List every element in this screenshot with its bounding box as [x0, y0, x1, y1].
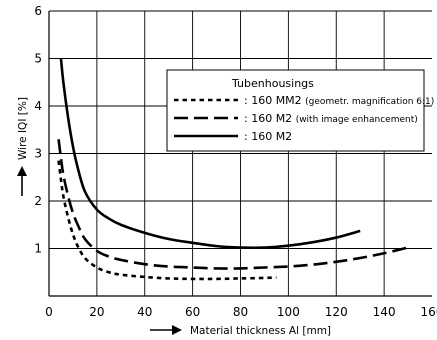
x-tick-label: 40	[137, 305, 152, 319]
x-tick-label: 100	[277, 305, 300, 319]
x-tick-label: 80	[233, 305, 248, 319]
legend-entry-text: 160 M2	[251, 112, 295, 125]
legend-entry-marker: :	[244, 130, 251, 143]
x-axis-label: Material thickness Al [mm]	[190, 325, 331, 337]
y-tick-label: 4	[34, 99, 42, 113]
series-line-dashed	[57, 139, 409, 270]
x-tick-label: 160	[421, 305, 437, 319]
x-tick-label: 60	[185, 305, 200, 319]
x-tick-label: 0	[45, 305, 53, 319]
legend-entry-note: (geometr. magnification 6:1)	[305, 97, 434, 107]
legend-entry-marker: :	[244, 112, 251, 125]
legend-entry-text: 160 MM2	[251, 94, 305, 107]
y-tick-label: 6	[34, 4, 42, 18]
legend: Tubenhousings : 160 MM2 (geometr. magnif…	[166, 69, 434, 152]
x-tick-label: 20	[89, 305, 104, 319]
y-tick-label: 3	[34, 147, 42, 161]
legend-entry-label: : 160 MM2 (geometr. magnification 6:1)	[244, 94, 434, 107]
legend-entry-text: 160 M2	[251, 130, 292, 143]
y-axis-label: Wire IQI [%]	[17, 97, 29, 160]
y-axis-arrow-head	[17, 166, 27, 176]
y-tick-label: 2	[34, 194, 42, 208]
x-axis-label-group: Material thickness Al [mm]	[150, 325, 331, 337]
axes	[48, 10, 432, 297]
x-axis-arrow-head	[172, 325, 182, 335]
y-tick-label: 5	[34, 52, 42, 66]
x-tick-label: 120	[325, 305, 348, 319]
y-tick-label: 1	[34, 242, 42, 256]
legend-entry-label: : 160 M2 (with image enhancement)	[244, 112, 418, 125]
series-line-solid	[59, 58, 361, 250]
legend-box	[166, 69, 425, 152]
series-group	[57, 58, 409, 281]
legend-entry-note: (with image enhancement)	[296, 115, 418, 125]
legend-title: Tubenhousings	[231, 77, 314, 90]
x-tick-label: 140	[373, 305, 396, 319]
series-line-dotted	[57, 160, 277, 281]
grid	[49, 11, 432, 296]
legend-entry-label: : 160 M2	[244, 130, 292, 143]
y-axis-label-group: Wire IQI [%]	[17, 97, 29, 196]
legend-entry-marker: :	[244, 94, 251, 107]
tick-labels: 0 20 40 60 80 100 120 140 160 1 2 3 4 5 6	[34, 4, 437, 319]
